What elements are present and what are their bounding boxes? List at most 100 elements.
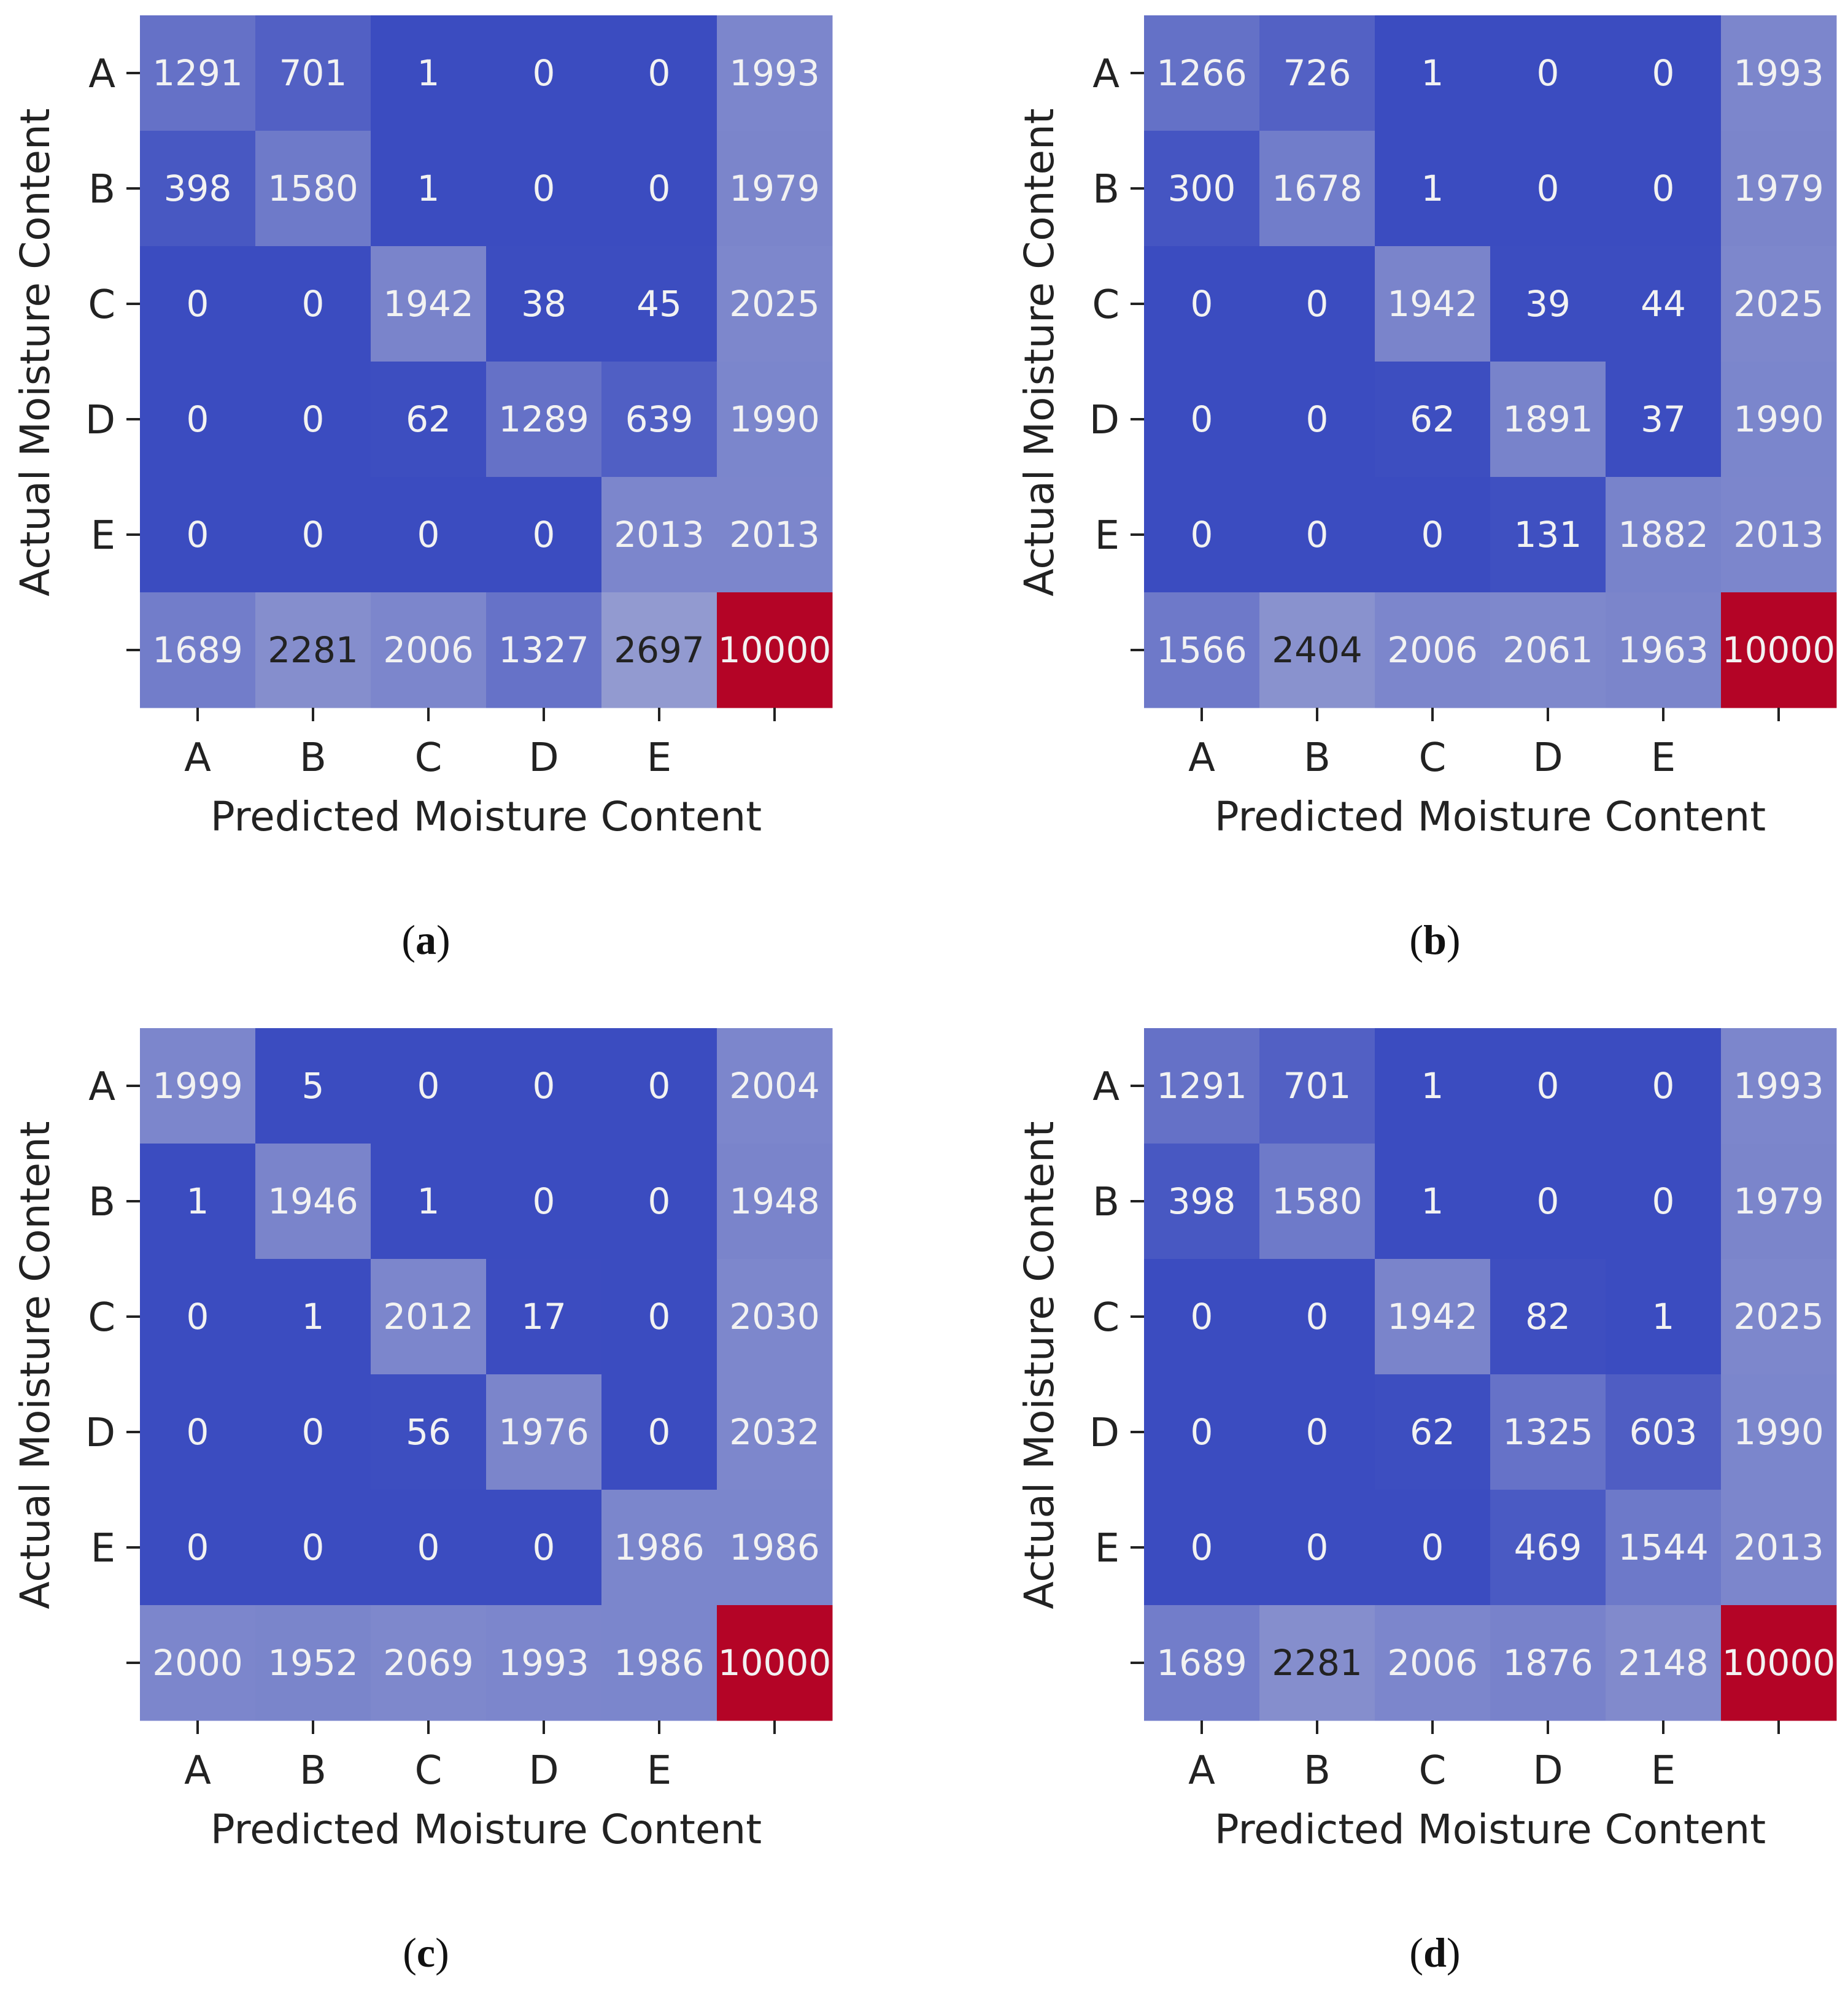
cell-3-2 — [1375, 362, 1491, 478]
cell-0-2 — [1375, 15, 1491, 131]
cell-3-3 — [486, 362, 602, 478]
y-tick-label-1: B — [88, 1180, 115, 1225]
cell-label-0-3: 0 — [533, 52, 555, 94]
cell-2-5 — [1721, 1259, 1837, 1375]
cell-4-2 — [1375, 477, 1491, 593]
cell-4-0 — [140, 477, 256, 593]
cell-label-3-5: 1990 — [1733, 1411, 1824, 1453]
cell-2-3 — [1490, 246, 1606, 362]
cell-label-4-5: 2013 — [729, 514, 820, 555]
cell-label-1-4: 0 — [648, 1180, 671, 1222]
cell-1-4 — [1606, 131, 1722, 247]
cell-label-0-0: 1291 — [152, 52, 243, 94]
cell-label-1-2: 1 — [417, 1180, 440, 1222]
cell-label-1-2: 1 — [1421, 168, 1444, 209]
cell-label-2-0: 0 — [187, 1296, 209, 1337]
cell-2-2 — [371, 246, 487, 362]
cell-2-0 — [140, 1259, 256, 1375]
x-tick-label-3: D — [1533, 1748, 1563, 1794]
cell-label-3-2: 56 — [406, 1411, 451, 1453]
cell-5-0 — [1144, 592, 1260, 708]
cell-1-4 — [1606, 1144, 1722, 1260]
cell-4-3 — [486, 477, 602, 593]
x-tick-label-4: E — [1651, 1748, 1676, 1794]
cell-label-4-0: 0 — [187, 514, 209, 555]
y-tick-label-2: C — [88, 1295, 115, 1341]
cell-5-3 — [1490, 592, 1606, 708]
cell-label-5-2: 2006 — [1387, 1642, 1478, 1684]
cell-0-3 — [486, 15, 602, 131]
cell-4-3 — [1490, 1490, 1606, 1606]
cell-1-5 — [717, 131, 833, 247]
cell-label-3-5: 1990 — [1733, 398, 1824, 440]
cell-label-2-1: 1 — [302, 1296, 325, 1337]
cell-label-2-0: 0 — [1191, 283, 1213, 325]
cell-label-2-3: 38 — [521, 283, 566, 325]
cell-label-4-3: 0 — [533, 514, 555, 555]
cell-label-2-4: 1 — [1652, 1296, 1675, 1337]
cell-label-5-0: 1566 — [1156, 629, 1247, 671]
cell-5-0 — [140, 1605, 256, 1721]
cell-label-4-3: 131 — [1514, 514, 1582, 555]
y-tick-label-3: D — [1089, 398, 1119, 443]
cell-label-1-4: 0 — [648, 168, 671, 209]
cell-1-0 — [140, 1144, 256, 1260]
cell-3-2 — [371, 362, 487, 478]
cell-2-3 — [486, 1259, 602, 1375]
cell-1-3 — [486, 131, 602, 247]
panel-d: 1291 701 1 0 0 1993 398 1580 1 0 0 1979 0 0 1942 82 1 202… — [1004, 1013, 1848, 2009]
cell-label-4-0: 0 — [187, 1527, 209, 1568]
cell-label-4-5: 2013 — [1733, 514, 1824, 555]
y-tick-label-2: C — [1092, 1295, 1119, 1341]
cell-1-0 — [1144, 131, 1260, 247]
cell-label-4-1: 0 — [302, 514, 325, 555]
cell-2-1 — [255, 246, 371, 362]
cell-label-0-2: 1 — [1421, 52, 1444, 94]
cell-label-0-0: 1999 — [152, 1065, 243, 1107]
cell-1-1 — [255, 131, 371, 247]
cell-label-3-0: 0 — [1191, 398, 1213, 440]
cell-label-3-3: 1891 — [1502, 398, 1593, 440]
cell-4-4 — [601, 477, 717, 593]
y-tick-label-4: E — [91, 1526, 115, 1571]
cell-0-0 — [140, 15, 256, 131]
cell-label-0-2: 1 — [417, 52, 440, 94]
cell-3-4 — [601, 362, 717, 478]
cell-5-1 — [1259, 592, 1375, 708]
cell-1-5 — [1721, 1144, 1837, 1260]
cell-label-5-3: 1327 — [498, 629, 589, 671]
x-tick-label-0: A — [184, 1748, 211, 1794]
cell-1-3 — [486, 1144, 602, 1260]
cell-label-3-2: 62 — [1410, 1411, 1455, 1453]
cell-4-5 — [717, 1490, 833, 1606]
cell-label-2-4: 0 — [648, 1296, 671, 1337]
cell-label-5-3: 2061 — [1502, 629, 1593, 671]
cell-0-1 — [1259, 15, 1375, 131]
cell-5-1 — [255, 1605, 371, 1721]
cell-4-0 — [1144, 477, 1260, 593]
cell-2-1 — [255, 1259, 371, 1375]
cell-1-4 — [601, 1144, 717, 1260]
x-tick-label-1: B — [300, 1748, 327, 1794]
cell-5-5 — [717, 1605, 833, 1721]
cell-3-5 — [717, 1374, 833, 1490]
y-axis-label: Actual Moisture Content — [1016, 108, 1063, 596]
confusion-matrix-d: 1291 701 1 0 0 1993 398 1580 1 0 0 1979 0 0 1942 82 1 202… — [1016, 1028, 1837, 1853]
x-tick-label-4: E — [1651, 735, 1676, 781]
cell-5-5 — [717, 592, 833, 708]
cell-4-1 — [255, 477, 371, 593]
cell-label-0-1: 5 — [302, 1065, 325, 1107]
cell-5-0 — [140, 592, 256, 708]
cell-label-3-3: 1289 — [498, 398, 589, 440]
x-axis-label: Predicted Moisture Content — [211, 793, 762, 840]
cell-label-2-1: 0 — [302, 283, 325, 325]
cell-2-4 — [601, 1259, 717, 1375]
cell-1-2 — [371, 1144, 487, 1260]
x-tick-label-2: C — [415, 1748, 443, 1794]
cell-label-5-1: 2404 — [1272, 629, 1363, 671]
cell-1-5 — [1721, 131, 1837, 247]
cell-label-4-5: 2013 — [1733, 1527, 1824, 1568]
cell-5-1 — [1259, 1605, 1375, 1721]
cell-2-0 — [1144, 1259, 1260, 1375]
x-tick-label-3: D — [528, 735, 559, 781]
